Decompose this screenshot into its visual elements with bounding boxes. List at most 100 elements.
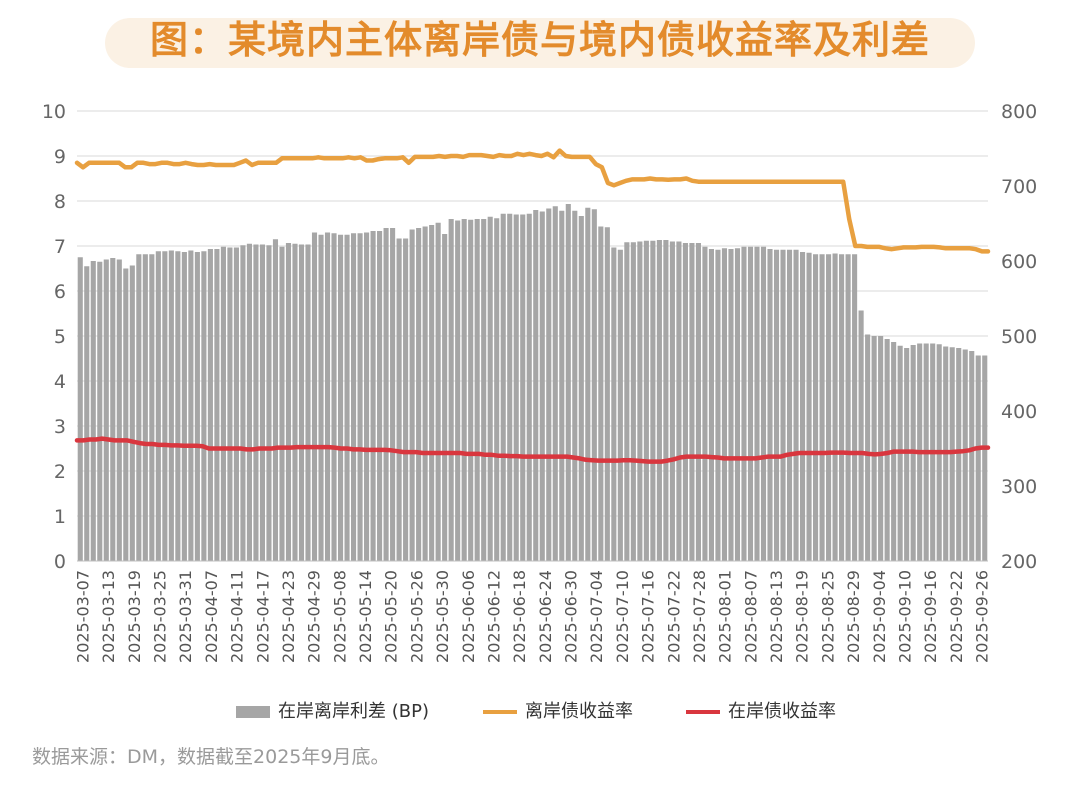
spread-bar bbox=[871, 336, 877, 561]
spread-bar bbox=[129, 265, 135, 561]
spread-bar bbox=[591, 209, 597, 561]
x-tick-label: 2025-06-24 bbox=[536, 570, 555, 663]
y-left-tick-label: 10 bbox=[42, 101, 66, 123]
spread-bar bbox=[468, 219, 474, 561]
spread-bar bbox=[624, 242, 630, 561]
spread-bar bbox=[142, 254, 148, 561]
spread-bar bbox=[168, 250, 174, 561]
spread-bar bbox=[481, 219, 487, 561]
legend-item-offshore: 离岸债收益率 bbox=[483, 697, 633, 723]
spread-bar bbox=[311, 232, 318, 561]
spread-bar bbox=[539, 211, 545, 561]
spread-bar bbox=[194, 252, 200, 561]
spread-bar bbox=[786, 249, 793, 561]
spread-bar bbox=[292, 243, 298, 561]
spread-bar bbox=[162, 251, 168, 561]
spread-bar bbox=[793, 249, 799, 561]
spread-bar bbox=[175, 251, 181, 561]
spread-bar bbox=[396, 238, 402, 561]
spread-bar bbox=[852, 254, 858, 561]
y-right-tick-label: 400 bbox=[1001, 401, 1037, 423]
spread-bar bbox=[370, 231, 376, 561]
legend-label-spread: 在岸离岸利差 (BP) bbox=[278, 701, 429, 722]
y-left-tick-label: 2 bbox=[54, 461, 66, 483]
legend-swatch-offshore bbox=[483, 710, 517, 714]
spread-bar bbox=[364, 232, 370, 561]
spread-bar bbox=[728, 249, 734, 561]
x-tick-label: 2025-05-30 bbox=[433, 570, 452, 663]
spread-bar bbox=[448, 219, 454, 561]
spread-bar bbox=[676, 241, 682, 561]
spread-bar bbox=[839, 254, 845, 561]
legend-item-spread: 在岸离岸利差 (BP) bbox=[236, 697, 429, 723]
x-tick-label: 2025-04-29 bbox=[305, 570, 324, 663]
x-tick-label: 2025-08-01 bbox=[716, 570, 735, 663]
spread-bar bbox=[969, 351, 975, 561]
spread-bar bbox=[813, 254, 819, 561]
spread-bar bbox=[207, 249, 213, 561]
spread-bar bbox=[643, 240, 649, 561]
spread-bar bbox=[123, 268, 129, 561]
y-left-tick-label: 3 bbox=[54, 416, 66, 438]
spread-bar bbox=[181, 252, 187, 561]
spread-bar bbox=[318, 234, 324, 561]
spread-bar bbox=[110, 258, 116, 561]
x-tick-label: 2025-04-23 bbox=[279, 570, 298, 663]
chart-title: 图：某境内主体离岸债与境内债收益率及利差 bbox=[149, 18, 930, 62]
spread-bar bbox=[741, 246, 747, 561]
x-tick-label: 2025-06-06 bbox=[459, 570, 478, 663]
spread-bar bbox=[279, 246, 285, 561]
spread-bar bbox=[305, 244, 311, 561]
spread-bar bbox=[702, 246, 708, 561]
spread-bar bbox=[878, 336, 884, 561]
y-left-tick-label: 1 bbox=[54, 506, 66, 528]
spread-bar bbox=[572, 210, 578, 561]
spread-bar bbox=[865, 334, 871, 561]
spread-bar bbox=[116, 259, 122, 561]
spread-bar bbox=[429, 225, 435, 561]
x-tick-label: 2025-03-07 bbox=[74, 570, 93, 663]
spread-bar bbox=[721, 248, 728, 561]
x-tick-label: 2025-03-25 bbox=[151, 570, 170, 663]
x-tick-label: 2025-03-13 bbox=[99, 570, 118, 663]
spread-bar bbox=[962, 349, 968, 561]
spread-bar bbox=[324, 232, 331, 561]
x-tick-label: 2025-06-30 bbox=[562, 570, 581, 663]
spread-bar bbox=[377, 231, 383, 561]
spread-bar bbox=[689, 243, 695, 561]
spread-bar bbox=[975, 355, 981, 561]
spread-bar bbox=[754, 246, 760, 561]
spread-bar bbox=[806, 252, 812, 561]
spread-bar bbox=[266, 245, 272, 561]
spread-bar bbox=[494, 218, 500, 561]
x-tick-label: 2025-04-07 bbox=[202, 570, 221, 663]
spread-bar bbox=[214, 249, 220, 561]
x-tick-label: 2025-05-20 bbox=[382, 570, 401, 663]
x-tick-label: 2025-08-13 bbox=[767, 570, 786, 663]
x-tick-label: 2025-08-25 bbox=[818, 570, 837, 663]
spread-bar bbox=[546, 208, 552, 561]
y-right-tick-label: 800 bbox=[1001, 101, 1037, 123]
x-tick-label: 2025-07-22 bbox=[664, 570, 683, 663]
spread-bar bbox=[90, 261, 96, 561]
spread-bar bbox=[188, 250, 194, 561]
spread-bar bbox=[331, 233, 337, 561]
spread-bar bbox=[520, 214, 526, 561]
spread-bar bbox=[344, 234, 350, 561]
spread-bar bbox=[904, 348, 910, 561]
spread-bar bbox=[663, 240, 669, 561]
onshore-yield-line bbox=[74, 436, 991, 464]
spread-bar bbox=[435, 222, 441, 561]
spread-bar bbox=[526, 213, 532, 561]
spread-bar bbox=[630, 242, 636, 561]
x-tick-label: 2025-07-04 bbox=[587, 570, 606, 663]
spread-bar bbox=[233, 247, 239, 561]
x-tick-label: 2025-05-14 bbox=[356, 570, 375, 663]
x-tick-label: 2025-09-22 bbox=[947, 570, 966, 663]
spread-bar bbox=[136, 254, 142, 561]
spread-bar bbox=[337, 234, 344, 561]
spread-bar bbox=[598, 226, 604, 561]
spread-bar bbox=[285, 243, 292, 561]
spread-bar bbox=[559, 210, 565, 561]
